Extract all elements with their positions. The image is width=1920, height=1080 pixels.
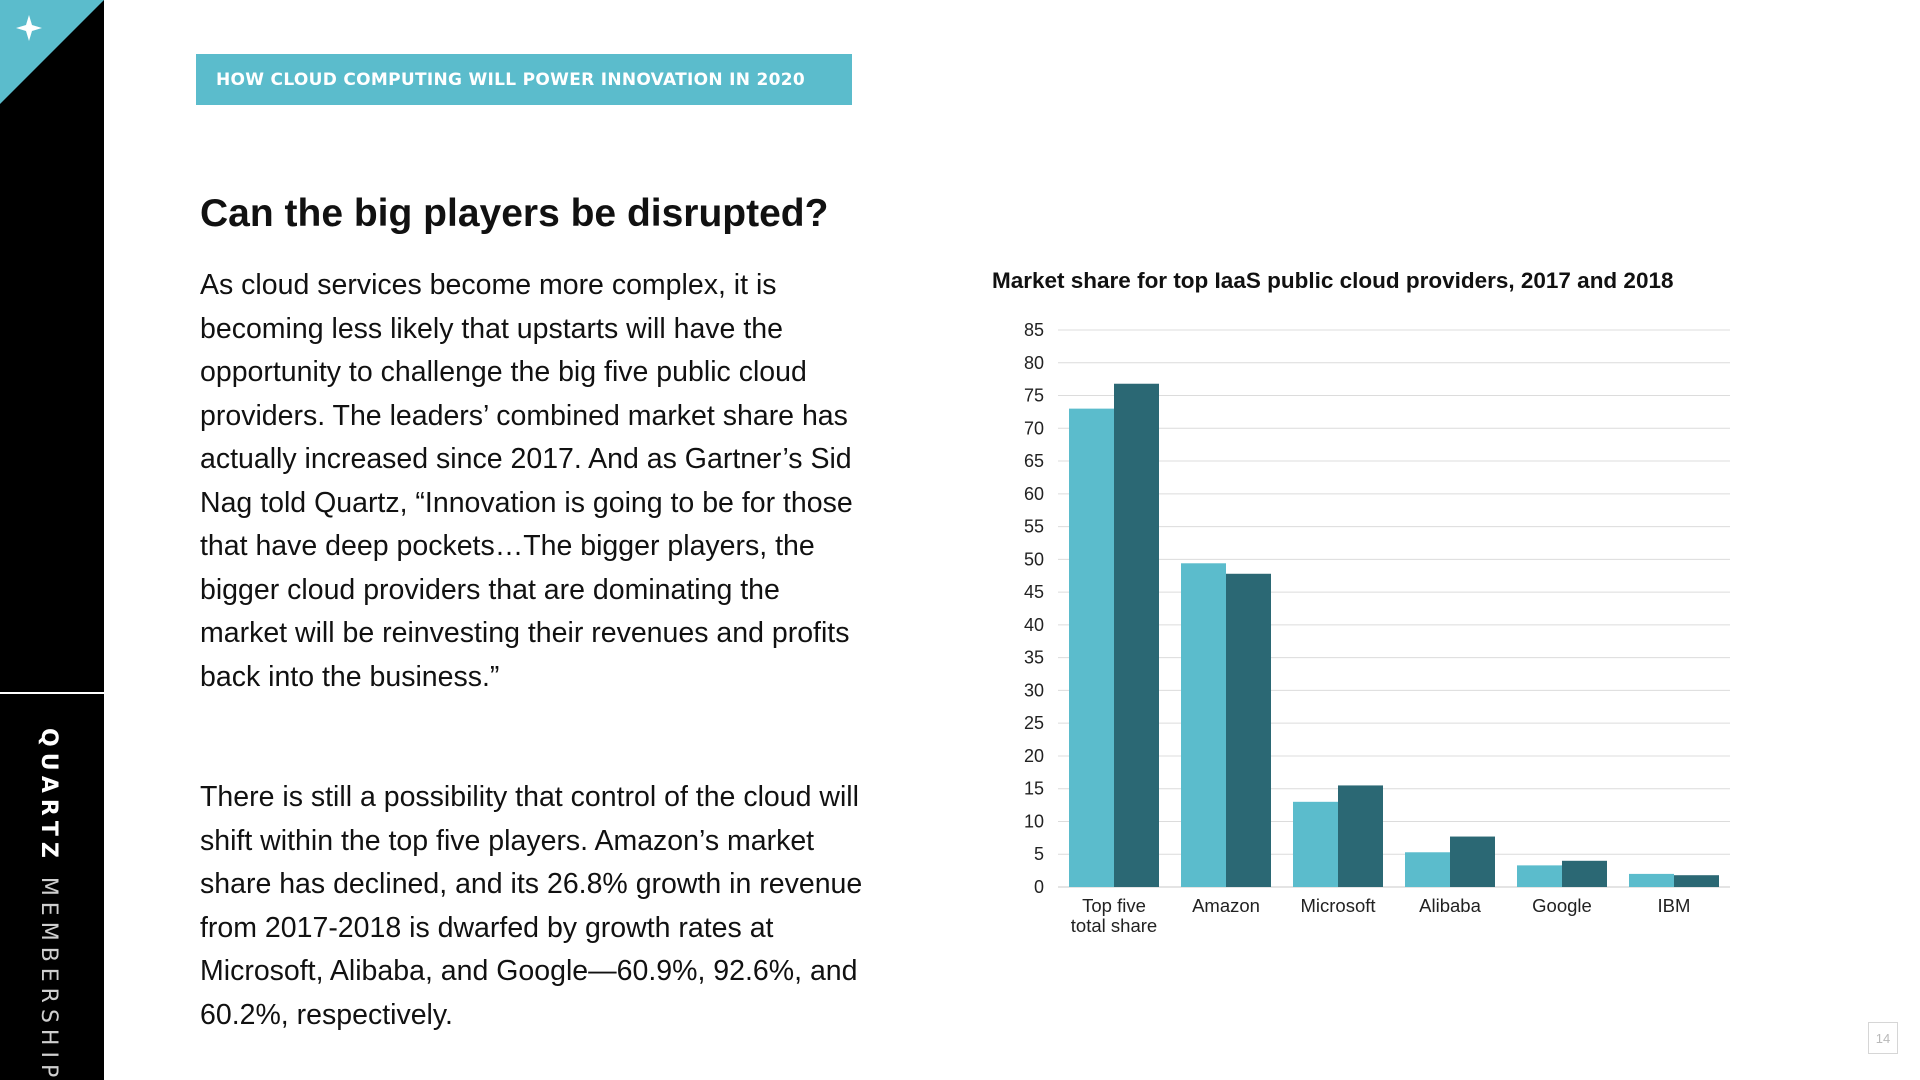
x-tick-label: Alibaba <box>1419 895 1481 916</box>
page-number: 14 <box>1868 1022 1898 1054</box>
y-tick-label: 25 <box>1024 713 1044 733</box>
bar <box>1674 875 1719 887</box>
bar <box>1226 573 1271 887</box>
x-tick-label: Google <box>1532 895 1592 916</box>
brand-light: MEMBERSHIP <box>36 876 61 1080</box>
banner-text: HOW CLOUD COMPUTING WILL POWER INNOVATIO… <box>216 69 806 90</box>
body-paragraph-1: As cloud services become more complex, i… <box>200 269 853 693</box>
body-paragraph-2: There is still a possibility that contro… <box>200 781 863 1031</box>
y-tick-label: 15 <box>1024 779 1044 799</box>
bar <box>1517 865 1562 887</box>
section-banner: HOW CLOUD COMPUTING WILL POWER INNOVATIO… <box>196 54 852 105</box>
y-tick-label: 60 <box>1024 484 1044 504</box>
y-tick-label: 50 <box>1024 549 1044 569</box>
x-tick-label: total share <box>1071 915 1157 936</box>
y-tick-label: 80 <box>1024 353 1044 373</box>
brand-wordmark: QUARTZ MEMBERSHIP <box>36 728 61 1080</box>
y-tick-label: 20 <box>1024 746 1044 766</box>
bar <box>1629 873 1674 887</box>
bar <box>1562 860 1607 887</box>
bar <box>1114 383 1159 887</box>
x-tick-label: Top five <box>1082 895 1146 916</box>
y-tick-label: 65 <box>1024 451 1044 471</box>
y-tick-label: 0 <box>1034 877 1044 897</box>
sparkle-icon <box>16 15 42 41</box>
brand-bold: QUARTZ <box>36 728 61 864</box>
bar <box>1181 563 1226 887</box>
page-title: Can the big players be disrupted? <box>200 192 829 235</box>
sidebar-divider <box>0 692 104 694</box>
x-tick-label: Microsoft <box>1300 895 1375 916</box>
y-tick-label: 35 <box>1024 648 1044 668</box>
corner-accent <box>0 0 104 104</box>
bar <box>1338 785 1383 887</box>
y-tick-label: 75 <box>1024 386 1044 406</box>
x-tick-label: IBM <box>1658 895 1691 916</box>
market-share-chart: 0 5 10 15 20 25 30 35 40 45 50 55 60 65 70 75 80 85 Top fi… <box>990 310 1790 975</box>
y-tick-label: 5 <box>1034 844 1044 864</box>
bar <box>1405 852 1450 887</box>
chart-canvas: 0 5 10 15 20 25 30 35 40 45 50 55 60 65 70 75 80 85 Top fi… <box>1024 320 1767 975</box>
y-tick-label: 40 <box>1024 615 1044 635</box>
y-tick-label: 30 <box>1024 680 1044 700</box>
y-tick-label: 55 <box>1024 517 1044 537</box>
y-tick-label: 45 <box>1024 582 1044 602</box>
bar <box>1069 408 1114 887</box>
bar <box>1293 801 1338 887</box>
y-tick-label: 70 <box>1024 418 1044 438</box>
x-tick-label: Amazon <box>1192 895 1260 916</box>
bar <box>1450 836 1495 887</box>
chart-title: Market share for top IaaS public cloud p… <box>992 268 1674 293</box>
sidebar: QUARTZ MEMBERSHIP <box>0 0 104 1080</box>
y-tick-label: 10 <box>1024 811 1044 831</box>
y-tick-label: 85 <box>1024 320 1044 340</box>
